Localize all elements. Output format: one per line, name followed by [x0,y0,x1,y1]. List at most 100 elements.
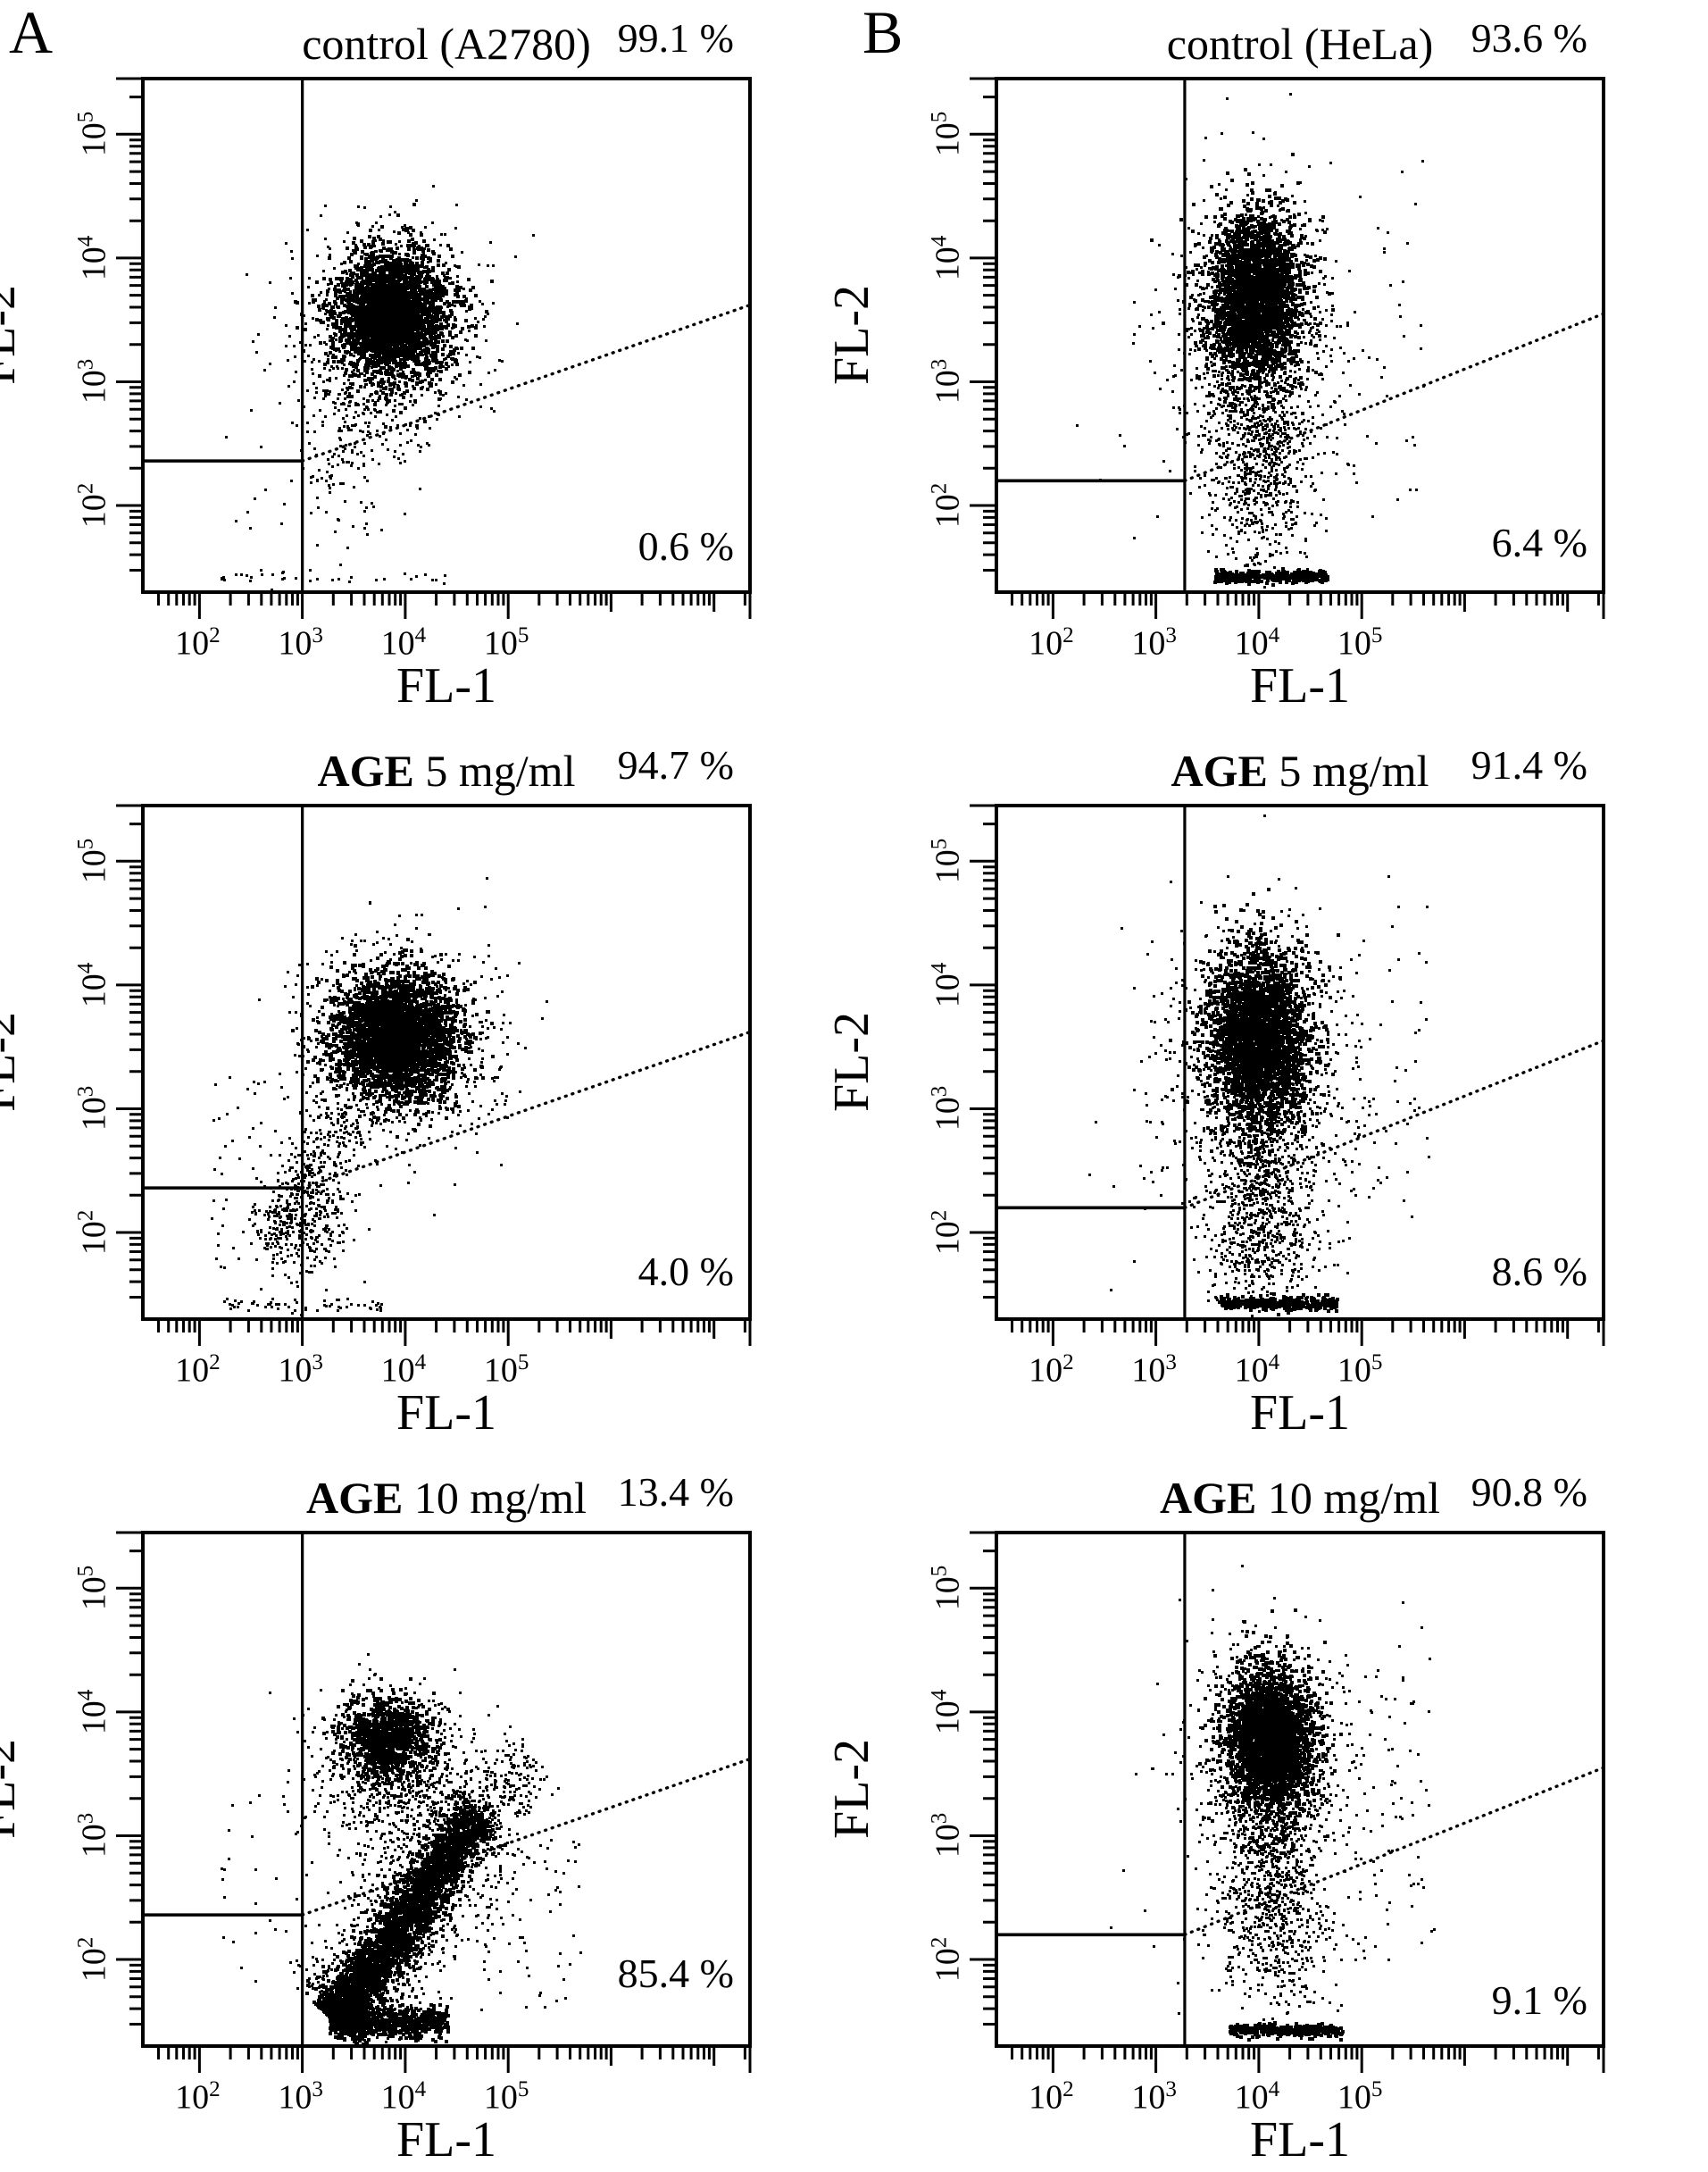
panel-title-rest: 5 mg/ml [413,746,576,796]
lower-gate-percentage: 4.0 % [637,1249,734,1294]
panel-title: AGE 10 mg/ml [996,1472,1604,1524]
lower-gate-percentage: 9.1 % [1491,1977,1587,2023]
y-tick-label: 105 [927,1566,967,1611]
scatter-cluster [225,402,293,530]
scatter-cluster [1213,564,1329,587]
tick-base: 10 [929,246,967,281]
tick-base: 10 [929,122,967,157]
x-tick-label: 104 [381,2078,427,2115]
tick-base: 10 [75,973,113,1008]
tick-base: 10 [929,1576,967,1611]
y-tick-label: 104 [928,236,967,281]
y-tick-label: 103 [928,1086,967,1132]
scatter-cluster [1088,1174,1154,1188]
tick-exponent: 4 [1268,2077,1280,2101]
x-axis-label: FL-1 [1250,1385,1350,1441]
plot-svg [970,1531,1605,2073]
panel-b-age10: AGE 10 mg/ml 90.8 % 9.1 % FL-1 FL-2 102 1… [824,1461,1693,2167]
tick-exponent: 3 [73,359,98,371]
x-tick-label: 102 [1029,2078,1074,2115]
y-tick-label: 105 [927,112,967,157]
tick-base: 10 [75,1824,113,1859]
upper-gate-percentage: 90.8 % [1471,1469,1587,1515]
tick-base: 10 [75,1948,113,1983]
plot-box [141,77,752,594]
plot-box [995,1531,1605,2048]
upper-gate-percentage: 99.1 % [617,15,734,61]
x-tick-label: 105 [484,624,529,661]
y-tick-label: 102 [74,483,113,529]
panel-b-age5: AGE 5 mg/ml 91.4 % 8.6 % FL-1 FL-2 102 10… [824,734,1693,1441]
axis-ticks [970,77,1605,619]
tick-base: 10 [1131,1351,1166,1390]
scatter-cluster [302,393,383,566]
tick-base: 10 [380,624,415,663]
tick-base: 10 [75,246,113,281]
tick-base: 10 [929,1221,967,1256]
scatter-cluster [1190,1136,1349,1310]
scatter-cluster [1218,1292,1339,1316]
tick-exponent: 2 [927,1936,952,1949]
tick-base: 10 [1234,2078,1269,2117]
panel-a-control: A control (A2780) 99.1 % 0.6 % FL-1 FL-2… [0,2,839,713]
tick-exponent: 5 [927,1566,952,1577]
tick-exponent: 3 [312,623,323,647]
x-axis-label: FL-1 [396,2112,496,2168]
x-tick-label: 104 [1235,624,1280,661]
y-axis-label: FL-2 [824,1012,879,1112]
tick-exponent: 2 [209,623,221,647]
scatter-points [1110,1565,1436,2042]
panel-title-rest: 10 mg/ml [403,1473,587,1523]
scatter-cluster [329,1995,450,2045]
gate-diagonal-line [300,1757,752,1917]
plot-area: 90.8 % 9.1 % FL-1 FL-2 102 103 104 105 102 10… [824,1461,1693,2167]
x-tick-label: 104 [1235,1351,1280,1388]
tick-exponent: 5 [927,112,952,123]
x-axis-label: FL-1 [1250,658,1350,714]
tick-base: 10 [929,494,967,529]
scatter-cluster [1201,402,1328,589]
tick-exponent: 4 [414,1350,427,1374]
tick-exponent: 2 [927,482,952,495]
panel-title-rest: 5 mg/ml [1267,746,1429,796]
x-tick-label: 105 [484,2078,529,2115]
y-axis-label: FL-2 [0,285,26,385]
tick-exponent: 2 [927,1209,952,1222]
lower-gate-percentage: 6.4 % [1491,520,1587,565]
tick-exponent: 5 [1371,623,1383,647]
tick-base: 10 [75,494,113,529]
panel-letter-b: B [862,0,904,66]
tick-exponent: 2 [73,1209,98,1222]
x-tick-label: 103 [1131,2078,1177,2115]
scatter-points [221,185,535,591]
tick-base: 10 [75,122,113,157]
tick-exponent: 2 [1062,1350,1074,1374]
tick-exponent: 3 [312,1350,323,1374]
plot-svg [970,804,1605,1346]
x-tick-label: 104 [381,624,427,661]
panel-title-bold: AGE [306,1473,404,1523]
scatter-cluster [221,569,446,591]
tick-base: 10 [175,1351,210,1390]
x-tick-label: 103 [278,1351,323,1388]
scatter-points [1088,814,1430,1317]
tick-base: 10 [483,2078,518,2117]
tick-base: 10 [1029,2078,1063,2117]
panel-title-bold: AGE [1160,1473,1257,1523]
tick-base: 10 [278,2078,312,2117]
x-tick-label: 103 [1131,624,1177,661]
scatter-cluster [1196,1659,1337,2032]
y-tick-label: 104 [74,236,113,281]
plot-svg [116,804,752,1346]
y-tick-label: 102 [927,482,967,529]
x-tick-label: 102 [175,624,221,661]
plot-area: 93.6 % 6.4 % FL-1 FL-2 102 103 104 105 102 10… [824,7,1693,714]
axis-ticks [116,1531,752,2073]
axis-ticks [116,804,752,1346]
scatter-cluster [254,1703,560,1922]
tick-base: 10 [175,2078,210,2117]
plot-svg [970,77,1605,619]
tick-base: 10 [1234,624,1269,663]
x-tick-label: 102 [1029,1351,1074,1388]
panel-title-rest: 10 mg/ml [1256,1473,1440,1523]
